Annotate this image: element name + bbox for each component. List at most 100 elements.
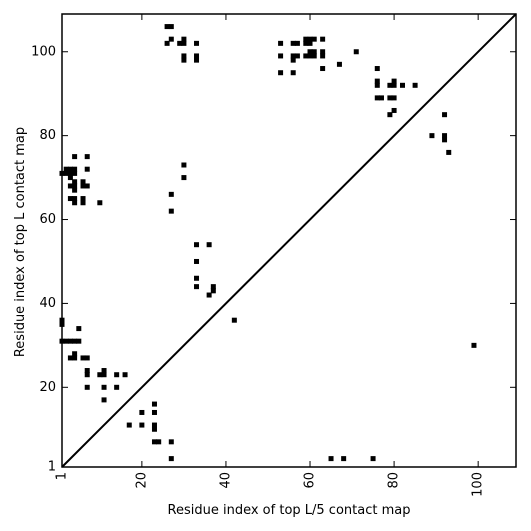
contact-point bbox=[370, 456, 376, 462]
contact-point bbox=[126, 422, 132, 428]
contact-point bbox=[72, 187, 78, 193]
contact-point bbox=[278, 40, 284, 46]
contact-point bbox=[84, 183, 90, 189]
contact-point bbox=[67, 355, 73, 361]
contact-point bbox=[67, 183, 73, 189]
contact-point bbox=[139, 409, 145, 415]
contact-point bbox=[442, 133, 448, 139]
contact-point bbox=[101, 384, 107, 390]
contact-point bbox=[290, 70, 296, 76]
contact-point bbox=[231, 317, 237, 323]
contact-point bbox=[194, 57, 200, 63]
contact-point bbox=[67, 175, 73, 181]
contact-point bbox=[181, 40, 187, 46]
contact-point bbox=[391, 78, 397, 84]
contact-point bbox=[63, 166, 69, 172]
contact-point bbox=[63, 170, 69, 176]
x-tick-label: 100 bbox=[471, 472, 486, 497]
contact-point bbox=[400, 82, 405, 88]
contact-point bbox=[181, 53, 187, 59]
contact-point bbox=[72, 166, 78, 172]
contact-point bbox=[210, 288, 216, 294]
contact-point bbox=[320, 66, 326, 72]
y-tick-label: 100 bbox=[31, 44, 56, 59]
contact-point bbox=[311, 49, 317, 55]
contact-point bbox=[194, 284, 200, 290]
x-tick-label: 1 bbox=[55, 472, 70, 480]
contact-point bbox=[72, 170, 78, 176]
contact-point bbox=[412, 82, 418, 88]
contact-point bbox=[206, 242, 212, 248]
contact-point bbox=[294, 40, 300, 46]
contact-point bbox=[307, 53, 313, 59]
contact-point bbox=[97, 200, 103, 206]
contact-point bbox=[59, 338, 65, 344]
contact-point bbox=[181, 36, 187, 42]
y-axis-ticks: 1 20 40 60 80 100 bbox=[31, 44, 516, 475]
contact-point bbox=[80, 200, 86, 206]
contact-point bbox=[374, 78, 380, 84]
plot-area bbox=[59, 13, 517, 468]
contact-point bbox=[278, 53, 284, 59]
contact-point bbox=[72, 338, 78, 344]
contact-point bbox=[101, 372, 107, 378]
contact-point bbox=[114, 372, 120, 378]
contact-point bbox=[194, 258, 200, 264]
contact-point bbox=[101, 397, 107, 403]
contact-point bbox=[84, 368, 90, 374]
contact-point bbox=[72, 200, 78, 206]
contact-point bbox=[97, 372, 103, 378]
contact-point bbox=[471, 342, 477, 348]
contact-point bbox=[374, 82, 380, 88]
contact-point bbox=[328, 456, 334, 462]
contact-point bbox=[206, 292, 212, 298]
contact-point bbox=[67, 170, 73, 176]
contact-point bbox=[164, 40, 170, 46]
contact-point bbox=[151, 401, 157, 407]
contact-point bbox=[278, 70, 284, 76]
y-axis-title: Residue index of top L contact map bbox=[13, 127, 28, 357]
y-tick-label: 1 bbox=[48, 460, 56, 475]
contact-point bbox=[194, 275, 200, 281]
contact-point bbox=[76, 326, 82, 332]
contact-point bbox=[320, 49, 326, 55]
contact-point bbox=[168, 456, 174, 462]
contact-point bbox=[84, 372, 90, 378]
contact-point bbox=[101, 368, 107, 374]
contact-point bbox=[84, 166, 90, 172]
contact-point bbox=[391, 95, 397, 101]
contact-point bbox=[320, 53, 326, 59]
contact-point bbox=[311, 53, 317, 59]
contact-point bbox=[151, 426, 157, 432]
contact-point bbox=[290, 40, 296, 46]
contact-point bbox=[429, 133, 435, 139]
contact-point bbox=[446, 149, 452, 155]
contact-point bbox=[387, 95, 393, 101]
contact-point bbox=[59, 321, 65, 327]
y-tick-label: 20 bbox=[39, 380, 56, 395]
contact-point bbox=[307, 40, 313, 46]
x-tick-label: 20 bbox=[134, 472, 149, 489]
contact-point bbox=[391, 107, 397, 113]
contact-point bbox=[391, 82, 397, 88]
y-tick-label: 80 bbox=[39, 128, 56, 143]
contact-point bbox=[303, 36, 309, 42]
contact-point bbox=[181, 57, 187, 63]
contact-point bbox=[387, 82, 393, 88]
contact-point bbox=[72, 183, 78, 189]
contact-point bbox=[72, 179, 78, 185]
contact-point bbox=[181, 162, 187, 168]
contact-point bbox=[168, 439, 174, 445]
contact-point bbox=[156, 439, 162, 445]
contact-point bbox=[294, 53, 300, 59]
contact-point bbox=[84, 154, 90, 160]
contact-point bbox=[72, 351, 78, 357]
contact-point bbox=[442, 137, 448, 143]
contact-point bbox=[168, 36, 174, 42]
contact-point bbox=[181, 175, 187, 181]
contact-point bbox=[59, 170, 65, 176]
contact-point bbox=[151, 439, 157, 445]
x-tick-label: 80 bbox=[387, 472, 402, 489]
contact-point bbox=[84, 355, 90, 361]
